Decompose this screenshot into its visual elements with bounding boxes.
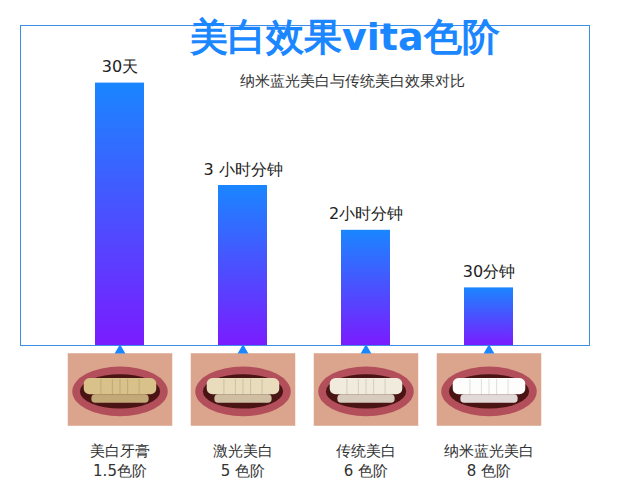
svg-text:纳米蓝光美白: 纳米蓝光美白 [444, 442, 534, 460]
svg-text:5 色阶: 5 色阶 [221, 462, 265, 480]
svg-text:传统美白: 传统美白 [336, 442, 396, 460]
svg-text:30分钟: 30分钟 [463, 262, 515, 281]
svg-text:30天: 30天 [102, 57, 138, 76]
svg-text:8 色阶: 8 色阶 [467, 462, 511, 480]
svg-text:激光美白: 激光美白 [213, 442, 273, 460]
svg-text:美白牙膏: 美白牙膏 [90, 442, 150, 460]
html-text:纳米蓝光美白与传统美白效果对比: 纳米蓝光美白与传统美白效果对比 [240, 72, 465, 90]
svg-text:6 色阶: 6 色阶 [344, 462, 388, 480]
html-text:美白效果vita色阶: 美白效果vita色阶 [190, 15, 500, 59]
svg-text:3 小时分钟: 3 小时分钟 [203, 160, 282, 179]
svg-text:1.5色阶: 1.5色阶 [93, 462, 147, 480]
svg-text:2小时分钟: 2小时分钟 [329, 204, 403, 223]
